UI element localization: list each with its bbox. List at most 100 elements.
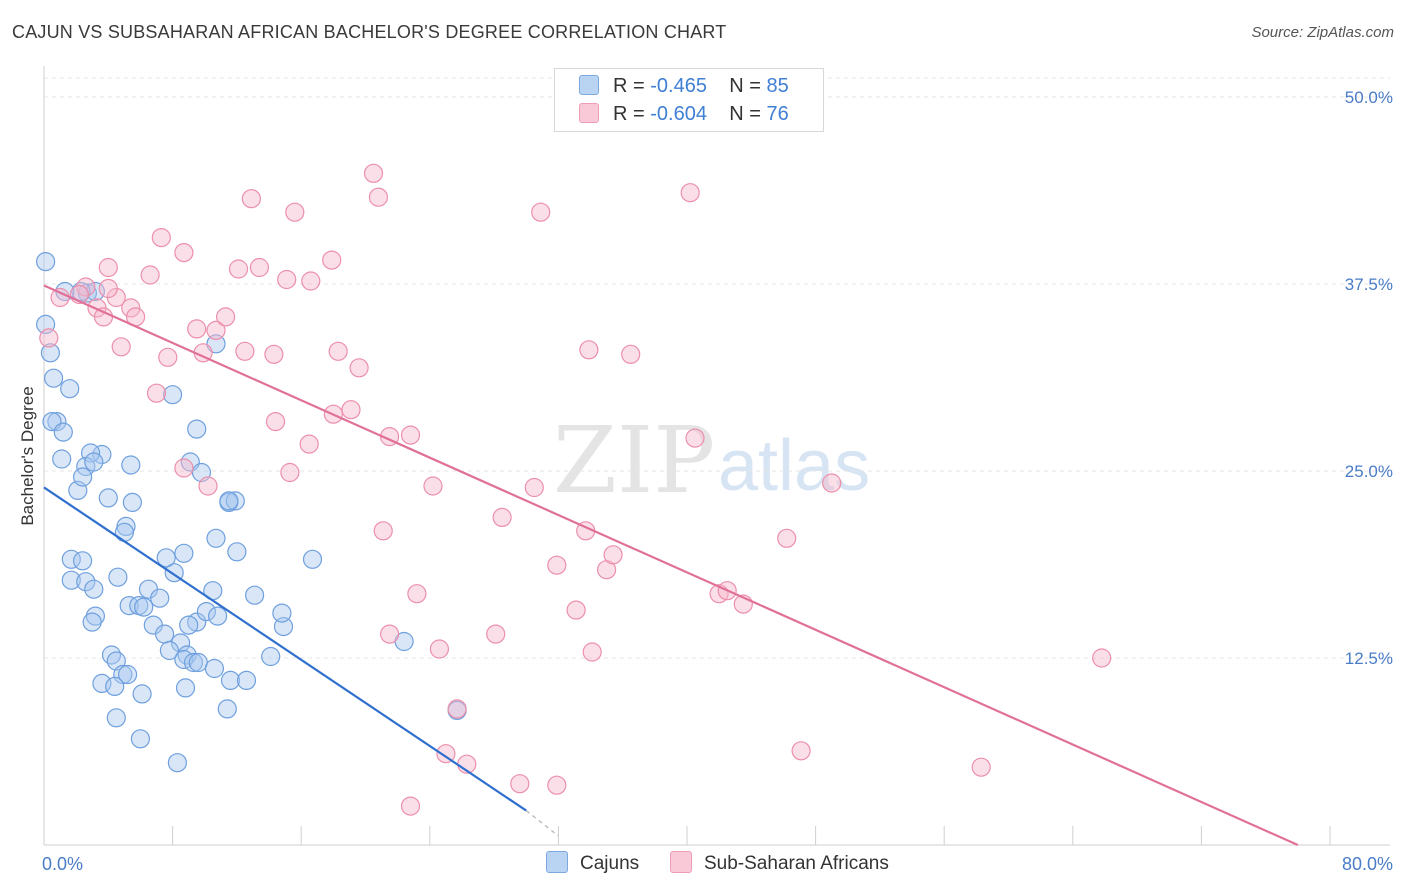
data-point — [299, 434, 319, 454]
data-point — [61, 570, 81, 590]
data-point — [236, 670, 257, 691]
data-point — [85, 606, 106, 626]
source-label: Source: ZipAtlas.com — [1251, 24, 1394, 41]
data-point — [380, 624, 400, 644]
data-point — [76, 277, 96, 297]
data-point — [35, 252, 56, 272]
data-point — [60, 379, 80, 399]
data-point — [264, 344, 284, 364]
data-point — [423, 476, 443, 496]
data-point — [84, 579, 104, 599]
y-tick-label: 50.0% — [1345, 88, 1393, 107]
data-point — [40, 343, 61, 363]
data-point — [579, 340, 599, 360]
data-point — [241, 189, 261, 209]
data-point — [76, 572, 96, 592]
data-point — [249, 257, 269, 278]
data-point — [492, 507, 512, 528]
data-point — [158, 347, 178, 367]
data-point — [216, 307, 236, 327]
data-point — [227, 542, 247, 562]
data-point — [429, 639, 449, 659]
data-point — [822, 473, 842, 493]
data-point — [84, 452, 104, 472]
y-tick-labels: 12.5% 25.0% 37.5% 50.0% — [1345, 88, 1393, 668]
data-point — [171, 633, 191, 653]
data-point — [174, 543, 194, 563]
data-point — [277, 269, 297, 290]
data-point — [114, 522, 135, 542]
data-point — [322, 250, 342, 270]
subsaharan-series — [39, 163, 1112, 816]
legend-row-cajuns: R = -0.465 N = 85 — [579, 75, 789, 97]
data-point — [341, 400, 361, 420]
data-point — [328, 341, 348, 361]
chart-title: CAJUN VS SUBSAHARAN AFRICAN BACHELOR'S D… — [12, 22, 727, 42]
data-point — [603, 545, 623, 565]
data-point — [971, 757, 991, 777]
y-axis-label: Bachelor's Degree — [18, 386, 37, 525]
data-point — [187, 319, 207, 339]
data-point — [400, 425, 421, 445]
data-point — [261, 646, 281, 667]
data-point — [547, 555, 567, 575]
x-tick-labels: 0.0% 80.0% — [42, 854, 1393, 874]
legend-n-label: N = — [729, 75, 761, 97]
data-point — [272, 603, 292, 623]
data-point — [174, 458, 194, 478]
data-point — [208, 606, 228, 626]
data-point — [531, 202, 551, 222]
data-point — [156, 548, 176, 568]
trend-lines — [43, 284, 1299, 847]
data-point — [98, 278, 118, 299]
data-point — [363, 163, 384, 183]
data-point — [228, 259, 249, 279]
legend-n-value: 85 — [766, 75, 789, 97]
data-point — [1092, 648, 1112, 668]
legend-n-label: N = — [729, 103, 761, 125]
legend-label-subsaharan: Sub-Saharan Africans — [704, 853, 889, 874]
data-point — [175, 678, 196, 698]
legend-n-value: 76 — [766, 103, 789, 125]
data-point — [447, 699, 467, 719]
cajuns-series — [35, 252, 467, 773]
data-point — [119, 595, 139, 616]
data-point — [146, 383, 167, 403]
legend-row-subsaharan: R = -0.604 N = 76 — [579, 103, 789, 125]
data-point — [245, 585, 265, 605]
data-point — [98, 488, 118, 508]
data-point — [510, 774, 530, 794]
data-point — [82, 612, 102, 632]
data-point — [685, 428, 705, 448]
data-point — [155, 624, 175, 644]
data-point — [39, 328, 59, 348]
data-point — [680, 183, 700, 203]
data-point — [280, 462, 300, 483]
data-point — [400, 796, 421, 816]
legend-r-label: R = — [613, 75, 645, 97]
data-point — [486, 624, 506, 644]
data-point — [174, 243, 194, 263]
legend-item-cajuns[interactable]: Cajuns — [546, 851, 639, 875]
legend-swatch-subsaharan — [670, 851, 692, 873]
data-point — [121, 455, 141, 475]
legend-r-label: R = — [613, 103, 645, 125]
data-point — [219, 491, 239, 511]
data-point — [108, 567, 128, 587]
bottom-legend: Cajuns Sub-Saharan Africans — [0, 851, 1406, 877]
data-point — [196, 601, 216, 622]
data-point — [163, 385, 183, 405]
data-point — [117, 664, 138, 685]
y-tick-label: 37.5% — [1345, 275, 1393, 294]
data-point — [349, 358, 369, 378]
data-point — [50, 287, 70, 308]
data-point — [302, 549, 323, 569]
data-point — [204, 658, 224, 679]
data-point — [220, 670, 241, 691]
trend-line — [43, 486, 527, 812]
data-point — [105, 676, 125, 697]
axes — [43, 66, 1390, 846]
legend-item-subsaharan[interactable]: Sub-Saharan Africans — [670, 851, 889, 875]
data-point — [621, 344, 641, 364]
